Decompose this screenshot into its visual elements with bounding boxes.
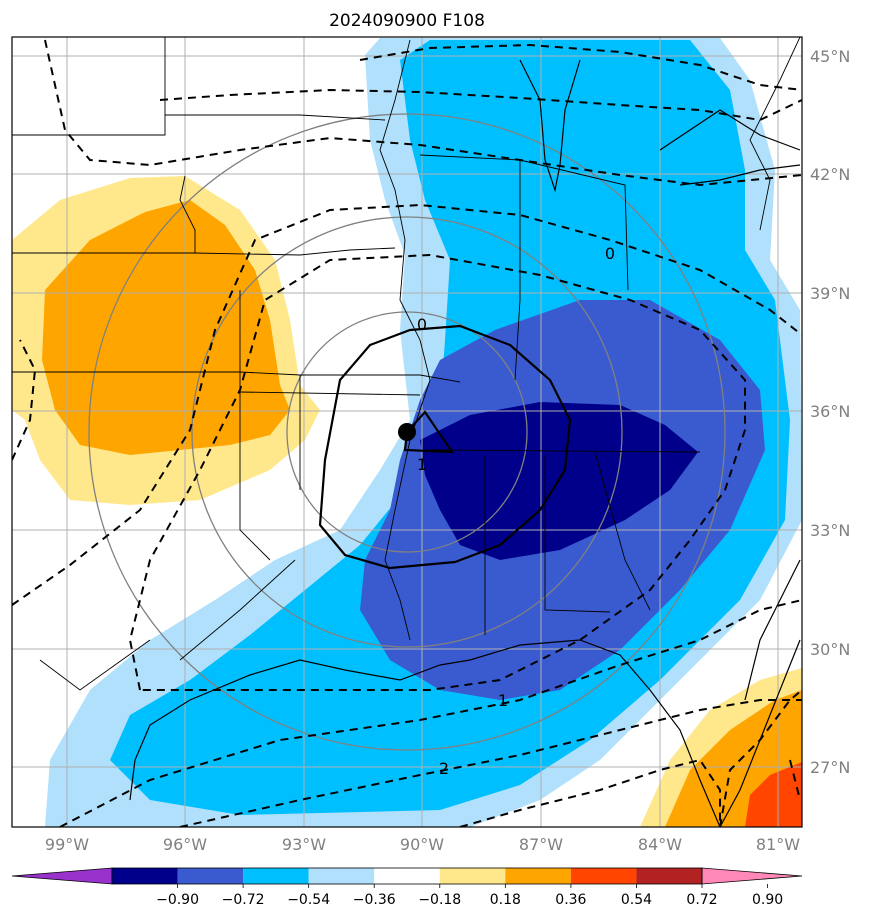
colorbar-extend-high [701,867,803,885]
lon-label: 96°W [163,835,207,854]
colorbar-segment [505,868,571,884]
contour-labels: 0 0 1 1 2 [417,244,615,778]
lat-label: 39°N [810,284,850,303]
contour-label: 2 [439,759,449,778]
colorbar: −0.90 −0.72 −0.54 −0.36 −0.18 0.18 0.36 0.54 0.7… [11,867,803,908]
lat-label: 42°N [810,165,850,184]
field-red-orange-se [745,762,802,827]
field-orange-west [42,200,290,455]
lon-labels: 99°W 96°W 93°W 90°W 87°W 84°W 81°W [45,835,800,854]
lat-label: 33°N [810,521,850,540]
colorbar-tick-label: −0.54 [287,892,330,908]
lon-label: 93°W [282,835,326,854]
colorbar-tick-label: −0.90 [156,892,199,908]
colorbar-segment [374,868,440,884]
lat-labels: 45°N 42°N 39°N 36°N 33°N 30°N 27°N [810,47,850,777]
dashed-contours [12,39,802,827]
colorbar-extend-low [11,867,113,885]
colorbar-tick-label: 0.72 [686,892,717,908]
lon-label: 99°W [45,835,89,854]
solid-contours [318,324,572,570]
range-rings [88,113,726,751]
gridlines [12,37,802,827]
colorbar-segment [570,868,637,884]
colorbar-segment [177,868,244,884]
lat-label: 27°N [810,758,850,777]
colorbar-tick-label: 0.54 [621,892,652,908]
contour-label: 1 [417,455,427,474]
lat-label: 30°N [810,640,850,659]
contour-label: 1 [498,691,508,710]
colorbar-segment [243,868,309,884]
colorbar-tick-label: −0.36 [353,892,396,908]
lon-label: 81°W [756,835,800,854]
colorbar-segment [439,868,506,884]
colorbar-tick-label: −0.18 [418,892,461,908]
colorbar-tick-label: 0.18 [490,892,521,908]
colorbar-tick-label: −0.72 [222,892,265,908]
lon-label: 87°W [519,835,563,854]
map-frame [11,36,803,828]
lon-label: 90°W [400,835,444,854]
colorbar-segment [636,868,702,884]
lat-label: 45°N [810,47,850,66]
colorbar-tick-label: 0.36 [555,892,586,908]
map-title: 2024090900 F108 [329,11,485,31]
map-area: 0 0 1 1 2 [12,37,802,827]
lon-label: 84°W [638,835,682,854]
lat-label: 36°N [810,402,850,421]
contour-label: 0 [417,315,427,334]
colorbar-tick-label: 0.90 [752,892,783,908]
contour-label: 0 [605,244,615,263]
colorbar-outline [111,867,703,885]
borders [12,37,801,691]
colorbar-segment [308,868,375,884]
site-marker [398,423,416,441]
colorbar-segment [112,868,178,884]
